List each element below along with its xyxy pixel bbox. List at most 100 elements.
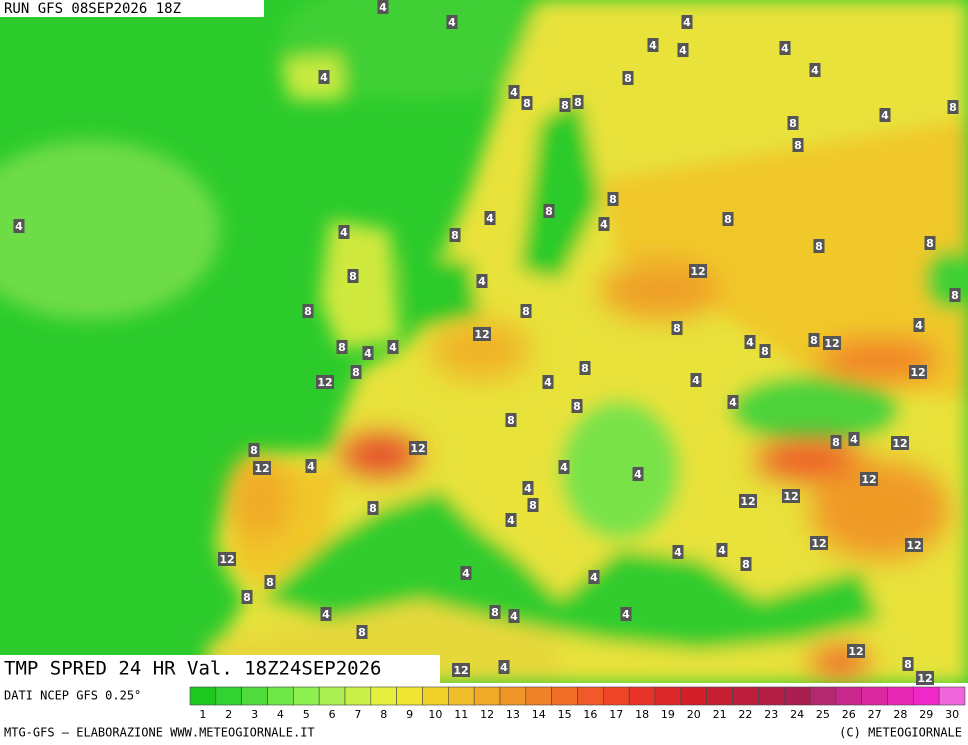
contour-label-box: [809, 63, 821, 77]
contour-label-box: [305, 459, 317, 473]
legend-swatch: [318, 686, 346, 706]
contour-label: 8: [369, 502, 377, 515]
contour-label-box: [558, 460, 570, 474]
contour-label: 8: [832, 436, 840, 449]
contour-label: 8: [949, 101, 957, 114]
contour-label-box: [891, 436, 909, 450]
contour-label-box: [782, 489, 800, 503]
contour-label: 4: [389, 341, 397, 354]
contour-label-box: [520, 304, 532, 318]
contour-label-box: [449, 228, 461, 242]
legend-label: 12: [480, 708, 494, 721]
contour-label: 8: [529, 499, 537, 512]
legend-label: 4: [277, 708, 284, 721]
contour-label-box: [542, 375, 554, 389]
contour-label: 8: [522, 305, 530, 318]
contour-label-box: [740, 557, 752, 571]
contour-label: 4: [486, 212, 494, 225]
run-box: [0, 0, 264, 17]
contour-label-box: [689, 264, 707, 278]
contour-label-box: [739, 494, 757, 508]
contour-label-box: [336, 340, 348, 354]
contour-label-box: [367, 501, 379, 515]
contour-label-box: [916, 671, 934, 685]
legend-label: 7: [354, 708, 361, 721]
legend-label: 20: [687, 708, 701, 721]
contour-label-box: [905, 538, 923, 552]
contour-label-box: [572, 95, 584, 109]
contour-label-box: [350, 365, 362, 379]
legend-swatch: [370, 686, 397, 706]
legend-label: 11: [454, 708, 468, 721]
legend-swatch: [577, 686, 604, 706]
contour-label-box: [571, 399, 583, 413]
contour-label: 4: [560, 461, 568, 474]
contour-label: 8: [451, 229, 459, 242]
legend-label: 9: [406, 708, 413, 721]
contour-label: 12: [740, 495, 755, 508]
legend-swatch: [680, 686, 707, 706]
legend-label: 13: [506, 708, 520, 721]
contour-label: 12: [690, 265, 705, 278]
legend-label: 14: [532, 708, 546, 721]
contour-label-box: [598, 217, 610, 231]
contour-label-box: [823, 336, 841, 350]
contour-label: 8: [304, 305, 312, 318]
contour-label: 4: [729, 396, 737, 409]
contour-label: 4: [320, 71, 328, 84]
contour-label: 4: [307, 460, 315, 473]
contour-label: 4: [544, 376, 552, 389]
contour-label: 4: [881, 109, 889, 122]
contour-label-box: [476, 274, 488, 288]
contour-label: 4: [683, 16, 691, 29]
legend: 1 2 3 4 5 6 7 8 9 10 11 12 13 14 15 16 17 18 19 20 21 22 23 24 2…: [189, 686, 966, 721]
contour-label: 12: [453, 664, 468, 677]
contour-label-box: [607, 192, 619, 206]
contour-label-box: [909, 365, 927, 379]
contour-label: 8: [352, 366, 360, 379]
contour-label-box: [505, 413, 517, 427]
contour-label: 4: [507, 514, 515, 527]
legend-swatch: [887, 686, 914, 706]
contour-label-box: [318, 70, 330, 84]
contour-label: 8: [338, 341, 346, 354]
contour-label: 8: [507, 414, 515, 427]
contour-label: 4: [811, 64, 819, 77]
legend-swatch: [706, 686, 733, 706]
contour-label: 4: [15, 220, 23, 233]
contour-label: 8: [904, 658, 912, 671]
legend-label: 21: [713, 708, 727, 721]
contour-label: 8: [358, 626, 366, 639]
contour-label: 4: [746, 336, 754, 349]
contour-label: 12: [783, 490, 798, 503]
legend-swatch: [189, 686, 217, 706]
contour-label: 4: [781, 42, 789, 55]
contour-label: 8: [673, 322, 681, 335]
contour-label: 4: [500, 661, 508, 674]
contour-label-box: [947, 100, 959, 114]
contour-label-box: [253, 461, 271, 475]
contour-label: 12: [317, 376, 332, 389]
contour-label-box: [505, 513, 517, 527]
credit-left: MTG-GFS — ELABORAZIONE WWW.METEOGIORNALE…: [4, 726, 315, 740]
contour-label: 8: [266, 576, 274, 589]
contour-label: 4: [379, 1, 387, 14]
contour-label-box: [744, 335, 756, 349]
legend-label: 19: [661, 708, 675, 721]
contour-label: 8: [349, 270, 357, 283]
contour-label: 12: [917, 672, 932, 685]
credit-right: (C) METEOGIORNALE: [839, 726, 962, 740]
legend-swatch: [913, 686, 940, 706]
contour-label: 12: [910, 366, 925, 379]
source: DATI NCEP GFS 0.25°: [4, 689, 141, 703]
legend-swatch: [525, 686, 552, 706]
contour-label: 8: [574, 96, 582, 109]
legend-label: 25: [816, 708, 830, 721]
contour-label-box: [302, 304, 314, 318]
contour-label-box: [902, 657, 914, 671]
contour-label-box: [522, 481, 534, 495]
contour-label: 12: [824, 337, 839, 350]
contour-label-box: [759, 344, 771, 358]
legend-label: 17: [609, 708, 623, 721]
